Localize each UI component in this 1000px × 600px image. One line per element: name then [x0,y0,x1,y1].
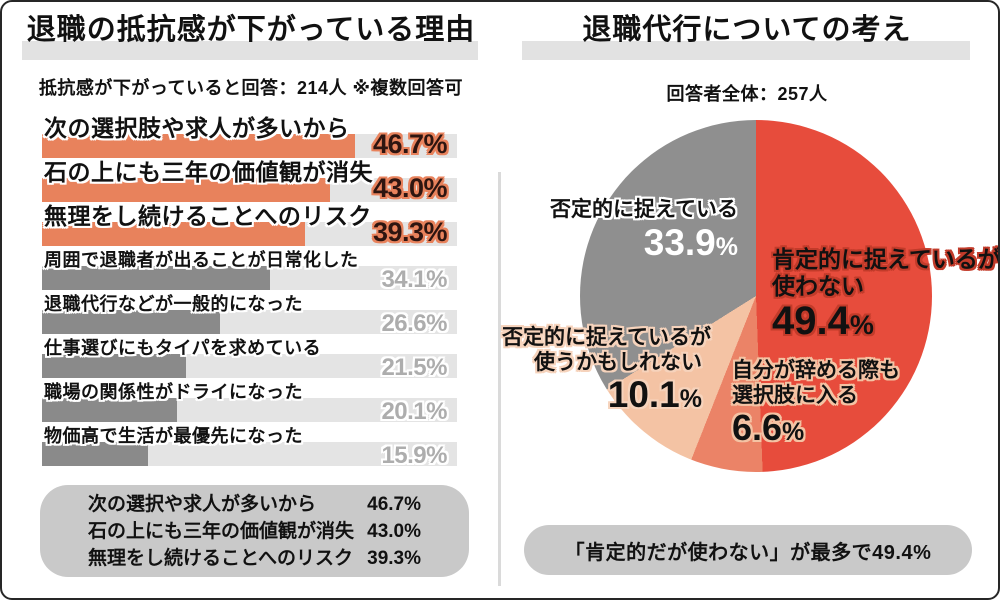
bar-track [42,266,457,290]
summary-row: 次の選択や求人が多いから 46.7% [88,491,421,518]
summary-value: 43.0% [367,520,421,542]
bar-row: 退職代行などが一般的になった 26.6% [42,290,457,337]
summary-row: 無理をし続けることへのリスク 39.3% [88,545,421,572]
left-panel-title-block: 退職の抵抗感が下がっている理由 [20,12,482,60]
pie-label-negative-may-use: 否定的に捉えているが 使うかもしれない 10.1% [502,326,711,415]
pie-slice-label: 否定的に捉えている [550,198,738,221]
right-panel-title-block: 退職代行についての考え [522,12,972,60]
pie-slice-value: 33.9% [643,221,738,263]
top3-summary-box: 次の選択や求人が多いから 46.7% 石の上にも三年の価値観が消失 43.0% … [40,485,469,577]
right-panel-subtitle: 回答者全体：257人 [666,84,828,104]
pie-slice-label: 自分が辞める際も [732,359,900,382]
summary-label: 次の選択や求人が多いから [88,493,317,515]
summary-row: 石の上にも三年の価値観が消失 43.0% [88,518,421,545]
pie-slice-label: 使わない [772,273,864,300]
bar-category-label: 物価高で生活が最優先になった [44,426,303,446]
bar-row: 次の選択肢や求人が多いから 46.7% [42,114,457,159]
bar-category-label: 退職代行などが一般的になった [44,294,303,314]
pie-slice-value: 6.6% [732,406,805,448]
bar-fill [42,310,221,334]
right-title-highlight-bar [522,41,970,60]
left-panel-title: 退職の抵抗感が下がっている理由 [26,14,476,46]
bar-category-label: 無理をし続けることへのリスク [44,203,372,229]
bar-value-label: 34.1% [381,266,447,293]
bar-track [42,134,457,158]
bar-row: 物価高で生活が最優先になった 15.9% [42,422,457,469]
pie-slice-label: 肯定的に捉えているが [772,246,1000,272]
bar-row: 仕事選びにもタイパを求めている 21.5% [42,334,457,381]
bar-track [42,354,457,378]
bar-fill [42,134,355,158]
pie-conclusion-pill: 「肯定的だが使わない」が最多で49.4% [524,525,972,575]
bar-value-label: 21.5% [381,354,447,381]
bar-value-label: 15.9% [381,442,447,469]
left-title-highlight-bar [22,41,478,60]
bar-category-label: 周囲で退職者が出ることが日常化した [44,250,359,270]
pie-label-positive-no-use: 肯定的に捉えているが 使わない 49.4% [772,246,1000,344]
bar-fill [42,266,271,290]
bar-row: 職場の関係性がドライになった 20.1% [42,378,457,425]
right-panel-title: 退職代行についての考え [582,14,912,46]
bar-track [42,222,457,246]
bar-track [42,398,457,422]
pie-label-negative: 否定的に捉えている 33.9% [520,198,738,263]
bar-category-label: 仕事選びにもタイパを求めている [44,338,322,358]
bar-row: 周囲で退職者が出ることが日常化した 34.1% [42,246,457,293]
bar-fill [42,178,330,202]
bar-category-label: 次の選択肢や求人が多いから [44,115,350,141]
bar-fill [42,354,186,378]
summary-label: 石の上にも三年の価値観が消失 [88,520,355,542]
bar-value-label: 46.7% [372,129,448,159]
bar-track [42,442,457,466]
pie-label-own-option: 自分が辞める際も 選択肢に入る 6.6% [732,359,900,446]
pie-slice-value: 49.4% [772,299,874,344]
summary-value: 46.7% [367,493,421,515]
summary-label: 無理をし続けることへのリスク [88,547,354,569]
pie [580,120,932,472]
bar-track [42,178,457,202]
bar-row: 無理をし続けることへのリスク 39.3% [42,202,457,247]
bar-value-label: 39.3% [372,217,448,247]
bar-fill [42,222,306,246]
pie-slice-label: 否定的に捉えているが [502,326,711,349]
bar-value-label: 43.0% [372,173,448,203]
bar-chart: 次の選択肢や求人が多いから 46.7% 石の上にも三年の価値観が消失 43.0%… [42,114,457,469]
pie-slice-label: 使うかもしれない [534,350,702,374]
bar-fill [42,442,149,466]
bar-fill [42,398,177,422]
bar-category-label: 職場の関係性がドライになった [44,382,303,402]
summary-value: 39.3% [367,547,421,569]
bar-category-label: 石の上にも三年の価値観が消失 [44,159,373,185]
bar-track [42,310,457,334]
bar-value-label: 26.6% [381,310,447,337]
bar-value-label: 20.1% [381,398,447,425]
pie-slice-label: 選択肢に入る [732,383,858,407]
panel-divider [498,172,501,586]
bar-row: 石の上にも三年の価値観が消失 43.0% [42,158,457,203]
pie-slice-value: 10.1% [607,373,702,415]
left-panel-subtitle: 抵抗感が下がっていると回答：214人 ※複数回答可 [38,78,464,98]
